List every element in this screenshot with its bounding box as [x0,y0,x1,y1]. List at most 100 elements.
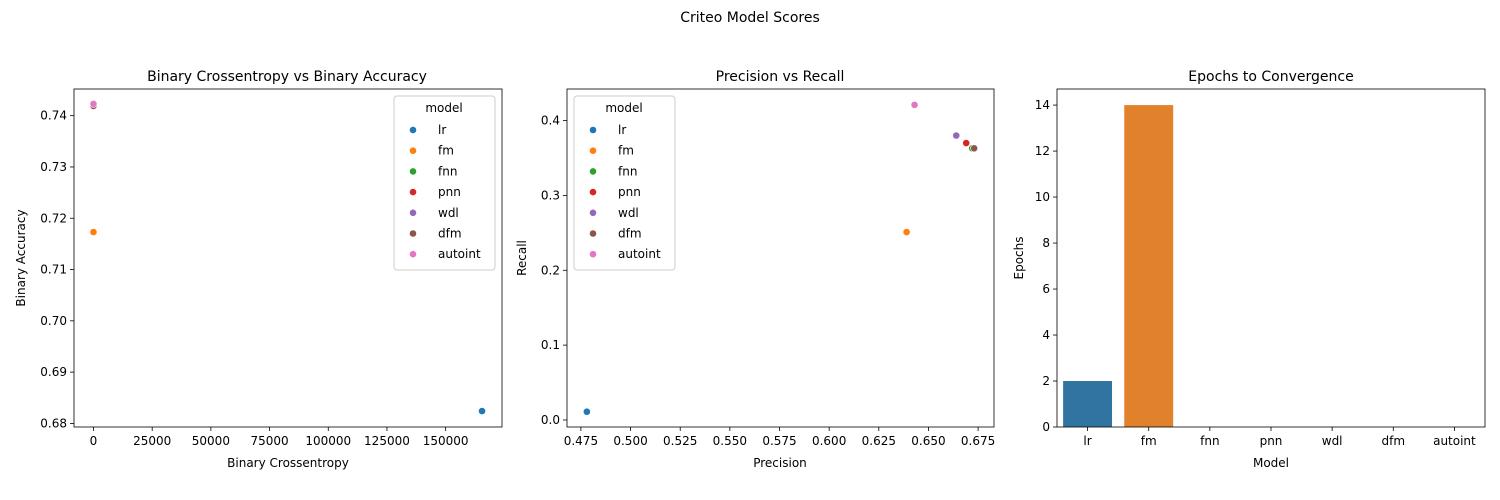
y-tick-label: 12 [1035,144,1050,158]
y-tick-label: 0.72 [40,211,67,225]
x-tick-label-wdl: wdl [1322,434,1343,448]
legend-label-fnn: fnn [438,164,457,178]
x-tick-label: 150000 [423,434,469,448]
legend-marker-autoint [409,250,417,259]
x-tick-label: 0.575 [762,434,796,448]
bar-fm [1124,105,1174,427]
panel-2-axes-frame [566,88,995,428]
legend-label-autoint: autoint [618,247,661,261]
panel-1-ylabel: Binary Accuracy [14,209,28,306]
panel-1-legend-title: model [425,101,462,115]
y-tick-label: 2 [1042,374,1050,388]
x-tick-label: 0.500 [613,434,647,448]
panel-1-xlabel: Binary Crossentropy [227,456,349,470]
legend-marker-pnn [409,188,417,196]
panel-1-legend: model lr fm fnn pnn wdl dfm autoint [393,95,496,271]
panel-1-title: Binary Crossentropy vs Binary Accuracy [147,69,427,85]
y-tick-label: 0.68 [40,416,67,430]
legend-marker-fnn [589,167,597,176]
legend-label-pnn: pnn [618,185,641,199]
legend-marker-pnn [589,188,597,196]
legend-marker-fm [409,146,417,155]
point-fm [89,228,98,236]
panel-1-legend-box [393,95,496,271]
x-tick-label-lr: lr [1083,434,1091,448]
point-fm [902,228,911,237]
x-tick-label: 0.625 [862,434,896,448]
x-tick-label-fnn: fnn [1200,434,1219,448]
y-tick-label: 0.3 [541,188,560,202]
point-autoint [89,99,98,108]
point-lr [582,407,591,416]
panel-3-title: Epochs to Convergence [1188,69,1353,85]
x-tick-label: 0.475 [564,434,598,448]
legend-label-pnn: pnn [438,185,461,199]
legend-label-lr: lr [438,123,446,137]
legend-marker-dfm [409,229,417,238]
x-tick-label: 100000 [305,434,351,448]
legend-marker-fm [589,146,597,155]
legend-label-dfm: dfm [438,227,462,241]
y-tick-label: 0 [1042,420,1050,434]
legend-marker-autoint [589,250,597,259]
x-tick-label: 0.550 [713,434,747,448]
x-tick-label: 125000 [364,434,410,448]
y-tick-label: 4 [1042,328,1050,342]
x-tick-label: 0.525 [663,434,697,448]
y-tick-label: 10 [1035,190,1050,204]
y-tick-label: 6 [1042,282,1050,296]
point-dfm [970,144,979,153]
panel-2-xlabel: Precision [753,456,807,470]
panel-epochs-to-convergence: Epochs to Convergence lr fm fnn pnn wdl dfm au… [1012,69,1486,470]
y-tick-label: 8 [1042,236,1050,250]
legend-marker-dfm [589,229,597,238]
panel-2-title: Precision vs Recall [716,69,845,85]
y-tick-label: 0.70 [40,314,67,328]
legend-label-lr: lr [618,123,626,137]
y-tick-label: 0.1 [541,338,560,352]
legend-marker-lr [409,126,417,134]
x-tick-label-dfm: dfm [1382,434,1406,448]
y-tick-label: 0.73 [40,160,67,174]
point-wdl [952,131,961,140]
legend-marker-wdl [409,208,417,217]
point-autoint [910,100,919,109]
bar-lr [1063,381,1113,427]
x-tick-label: 0.650 [911,434,945,448]
legend-label-dfm: dfm [618,227,642,241]
y-tick-label: 0.74 [40,109,67,123]
x-tick-label: 50000 [192,434,230,448]
panel-2-legend: model lr fm fnn pnn wdl dfm autoint [573,95,676,271]
x-tick-label: 0.675 [961,434,995,448]
x-tick-label: 0 [90,434,98,448]
legend-label-wdl: wdl [618,206,639,220]
legend-label-fm: fm [438,144,454,158]
x-tick-label-pnn: pnn [1260,434,1283,448]
y-tick-label: 0.0 [541,413,560,427]
y-tick-label: 0.2 [541,263,560,277]
y-tick-label: 0.69 [40,365,67,379]
x-tick-label-fm: fm [1141,434,1157,448]
legend-label-fm: fm [618,144,634,158]
panel-3-ylabel: Epochs [1012,237,1026,280]
x-tick-label: 75000 [250,434,288,448]
point-pnn [962,139,971,147]
figure-title: Criteo Model Scores [680,10,820,26]
x-tick-label-autoint: autoint [1433,434,1476,448]
panel-3-xlabel: Model [1253,456,1289,470]
x-tick-label: 0.600 [812,434,846,448]
legend-marker-lr [589,126,597,134]
y-tick-label: 0.71 [40,263,67,277]
legend-marker-wdl [589,208,597,217]
legend-label-wdl: wdl [438,206,459,220]
legend-marker-fnn [409,167,417,176]
panel-2-ylabel: Recall [515,240,529,276]
x-tick-label: 25000 [133,434,171,448]
point-lr [478,407,486,416]
y-tick-label: 0.4 [541,114,560,128]
legend-label-autoint: autoint [438,247,481,261]
panel-1-axes-frame [73,88,503,428]
panel-3-axes-frame [1056,88,1486,428]
panel-2-legend-title: model [605,101,642,115]
